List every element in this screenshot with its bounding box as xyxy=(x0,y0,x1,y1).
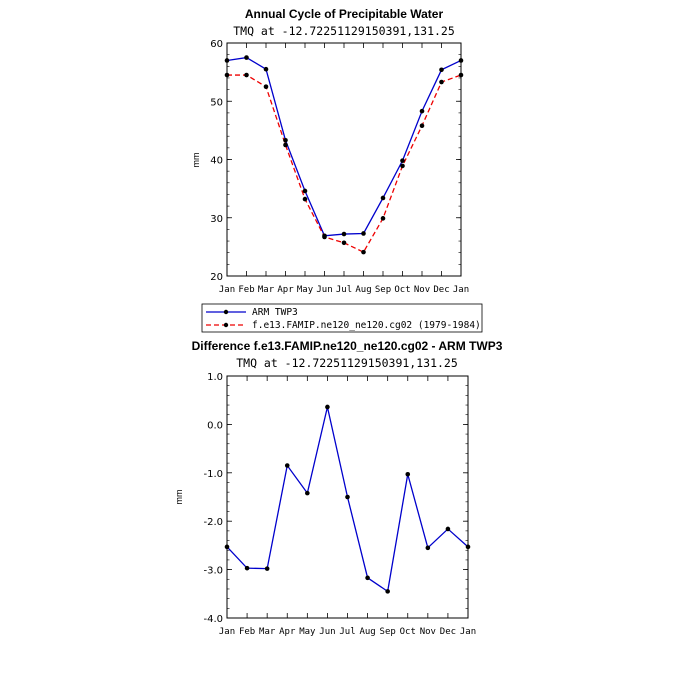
series-1-point xyxy=(263,84,269,89)
series-1-point xyxy=(419,123,425,129)
chart-top-subtitle: TMQ at -12.72251129150391,131.25 xyxy=(233,24,455,38)
x-tick-label: Feb xyxy=(238,285,254,295)
x-tick-label: Apr xyxy=(279,627,296,637)
chart-bottom: Difference f.e13.FAMIP.ne120_ne120.cg02 … xyxy=(174,339,503,637)
y-tick-label: 30 xyxy=(210,214,223,225)
chart-top-tick-labels: Jan Feb Mar Apr May Jun Jul Aug Sep Oct Nov Dec Jan2… xyxy=(210,39,469,295)
series-line-0 xyxy=(226,56,462,237)
y-tick-label: 1.0 xyxy=(207,372,223,383)
series-1-point xyxy=(400,163,405,169)
x-tick-label: Feb xyxy=(239,627,255,637)
series-0-point xyxy=(341,231,347,237)
x-tick-label: Aug xyxy=(355,285,371,295)
x-tick-label: Nov xyxy=(414,285,430,295)
series-0-point xyxy=(264,566,270,571)
legend-box xyxy=(201,303,483,333)
x-tick-label: Mar xyxy=(259,627,276,637)
series-0-point xyxy=(400,158,405,163)
chart-top-markers xyxy=(224,55,464,255)
series-1-point xyxy=(283,142,288,148)
legend-arm-label: ARM TWP3 xyxy=(252,307,298,318)
y-tick-label: 60 xyxy=(210,39,223,50)
y-tick-label: 0.0 xyxy=(207,420,223,431)
x-tick-label: Aug xyxy=(359,627,375,637)
series-0-point xyxy=(325,404,330,410)
x-tick-label: Dec xyxy=(433,285,449,295)
y-tick-label: -4.0 xyxy=(203,614,223,625)
series-1-point xyxy=(380,216,386,221)
chart-bottom-markers xyxy=(224,404,471,594)
chart-top: Annual Cycle of Precipitable Water TMQ a… xyxy=(191,7,469,295)
series-0-point xyxy=(302,188,308,194)
x-tick-label: Sep xyxy=(375,285,391,295)
x-tick-label: Jul xyxy=(336,285,352,295)
x-tick-label: Jan xyxy=(453,285,469,295)
chart-top-lines xyxy=(226,56,462,253)
y-tick-label: 40 xyxy=(210,156,223,167)
y-tick-label: -3.0 xyxy=(203,566,223,577)
series-0-point xyxy=(419,108,425,114)
series-0-point xyxy=(244,55,249,60)
series-0-point xyxy=(361,231,366,236)
legend-model-marker xyxy=(223,322,229,328)
chart-bottom-ylabel: mm xyxy=(174,490,184,505)
x-tick-label: Dec xyxy=(440,627,456,637)
series-0-point xyxy=(345,494,350,500)
series-0-point xyxy=(365,575,370,581)
chart-top-ylabel: mm xyxy=(191,153,201,168)
x-tick-label: Jan xyxy=(219,627,235,637)
x-tick-label: Jun xyxy=(316,285,332,295)
x-tick-label: Oct xyxy=(400,627,416,637)
x-tick-label: Jan xyxy=(460,627,476,637)
series-1-point xyxy=(361,249,366,255)
series-0-point xyxy=(439,67,444,73)
series-0-point xyxy=(445,526,451,532)
series-0-point xyxy=(380,195,386,201)
series-0-point xyxy=(385,589,390,594)
chart-bottom-title: Difference f.e13.FAMIP.ne120_ne120.cg02 … xyxy=(192,339,503,353)
legend-model-label: f.e13.FAMIP.ne120_ne120.cg02 (1979-1984) xyxy=(252,320,481,331)
chart-bottom-subtitle: TMQ at -12.72251129150391,131.25 xyxy=(236,356,458,370)
series-0-point xyxy=(425,545,431,551)
series-0-point xyxy=(244,565,250,571)
series-1-point xyxy=(302,196,308,202)
x-tick-label: Jul xyxy=(339,627,355,637)
x-tick-label: Nov xyxy=(420,627,436,637)
chart-bottom-frame xyxy=(226,375,469,619)
x-tick-label: May xyxy=(297,285,314,295)
y-tick-label: -1.0 xyxy=(203,469,223,480)
x-tick-label: Jan xyxy=(219,285,235,295)
x-tick-label: Sep xyxy=(380,627,396,637)
series-1-point xyxy=(244,72,249,78)
x-tick-label: Oct xyxy=(394,285,410,295)
y-tick-label: 50 xyxy=(210,97,223,108)
series-0-point xyxy=(284,463,290,468)
series-1-point xyxy=(341,240,347,246)
series-1-point xyxy=(439,79,444,85)
legend: ARM TWP3 f.e13.FAMIP.ne120_ne120.cg02 (1… xyxy=(201,303,483,333)
y-tick-label: -2.0 xyxy=(203,517,223,528)
series-0-point xyxy=(263,66,269,72)
x-tick-label: May xyxy=(299,627,316,637)
series-0-point xyxy=(283,137,288,143)
x-tick-label: Jun xyxy=(319,627,335,637)
series-0-point xyxy=(405,471,411,477)
chart-top-frame xyxy=(226,42,462,277)
chart-top-title: Annual Cycle of Precipitable Water xyxy=(245,7,444,21)
series-1-point xyxy=(322,234,327,240)
chart-bottom-tick-labels: Jan Feb Mar Apr May Jun Jul Aug Sep Oct Nov Dec Jan -… xyxy=(203,372,476,637)
legend-arm-marker xyxy=(223,309,229,315)
y-tick-label: 20 xyxy=(210,272,223,283)
x-tick-label: Mar xyxy=(258,285,275,295)
series-0-point xyxy=(305,490,310,496)
x-tick-label: Apr xyxy=(277,285,294,295)
